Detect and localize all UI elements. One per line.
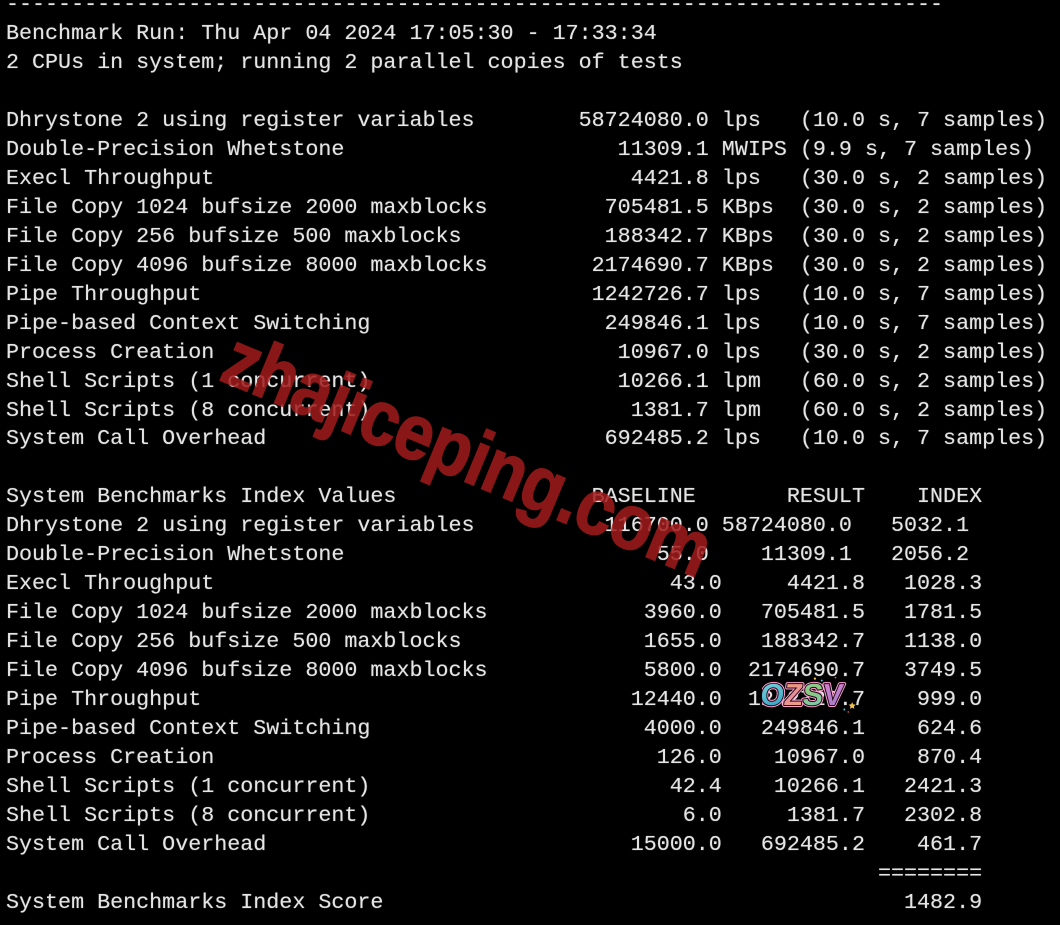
svg-text:OZSV: OZSV	[762, 678, 846, 712]
